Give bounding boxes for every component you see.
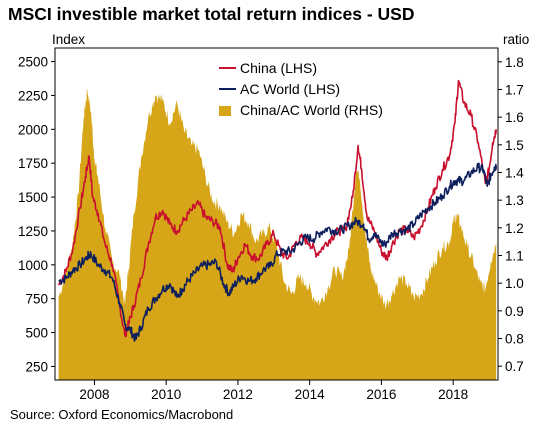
y-right-tick-label: 1.6 xyxy=(505,110,524,125)
y-right-tick-label: 1.1 xyxy=(505,249,524,264)
chart-title: MSCI investible market total return indi… xyxy=(8,4,415,24)
y-left-tick-label: 1750 xyxy=(18,156,48,171)
y-left-tick-label: 2000 xyxy=(18,122,48,137)
legend-ratio-swatch xyxy=(219,106,231,116)
series-area-china-acworld-ratio xyxy=(58,88,497,381)
y-right-tick-label: 1.0 xyxy=(505,276,524,291)
y-right-tick-label: 1.3 xyxy=(505,193,524,208)
y-left-tick-label: 1250 xyxy=(18,224,48,239)
y-right-tick-label: 1.2 xyxy=(505,221,524,236)
y-right-tick-label: 1.5 xyxy=(505,138,524,153)
ticks-layer: 250 500 750 1000 1250 1500 1750 2000 2250 2500 0.7… xyxy=(18,55,524,402)
y-right-tick-label: 0.8 xyxy=(505,332,524,347)
x-tick-label: 2016 xyxy=(366,387,396,402)
y-left-tick-label: 500 xyxy=(25,326,48,341)
legend: China (LHS) AC World (LHS) China/AC Worl… xyxy=(219,60,383,118)
y-right-tick-label: 1.8 xyxy=(505,55,524,70)
y-right-tick-label: 0.9 xyxy=(505,304,524,319)
x-tick-label: 2012 xyxy=(223,387,253,402)
y-left-tick-label: 2250 xyxy=(18,88,48,103)
x-tick-label: 2008 xyxy=(79,387,109,402)
legend-acworld-label: AC World (LHS) xyxy=(240,81,340,97)
y-left-tick-label: 750 xyxy=(25,292,48,307)
y-left-tick-label: 2500 xyxy=(18,55,48,70)
source-note: Source: Oxford Economics/Macrobond xyxy=(10,407,234,422)
legend-china-label: China (LHS) xyxy=(240,60,317,76)
y-left-label: Index xyxy=(52,32,85,47)
x-tick-label: 2018 xyxy=(438,387,468,402)
x-tick-label: 2014 xyxy=(295,387,326,402)
y-right-tick-label: 1.7 xyxy=(505,83,524,98)
y-left-tick-label: 1000 xyxy=(18,258,48,273)
line-layer xyxy=(57,79,497,342)
area-layer xyxy=(58,88,497,381)
y-left-tick-label: 250 xyxy=(25,359,48,374)
plot-frame xyxy=(54,47,499,381)
x-tick-label: 2010 xyxy=(151,387,181,402)
series-line-acworld xyxy=(58,162,497,342)
legend-ratio-label: China/AC World (RHS) xyxy=(240,102,383,118)
y-right-tick-label: 0.7 xyxy=(505,359,524,374)
y-right-tick-label: 1.4 xyxy=(505,166,524,181)
y-right-label: ratio xyxy=(503,32,529,47)
y-left-tick-label: 1500 xyxy=(18,190,48,205)
